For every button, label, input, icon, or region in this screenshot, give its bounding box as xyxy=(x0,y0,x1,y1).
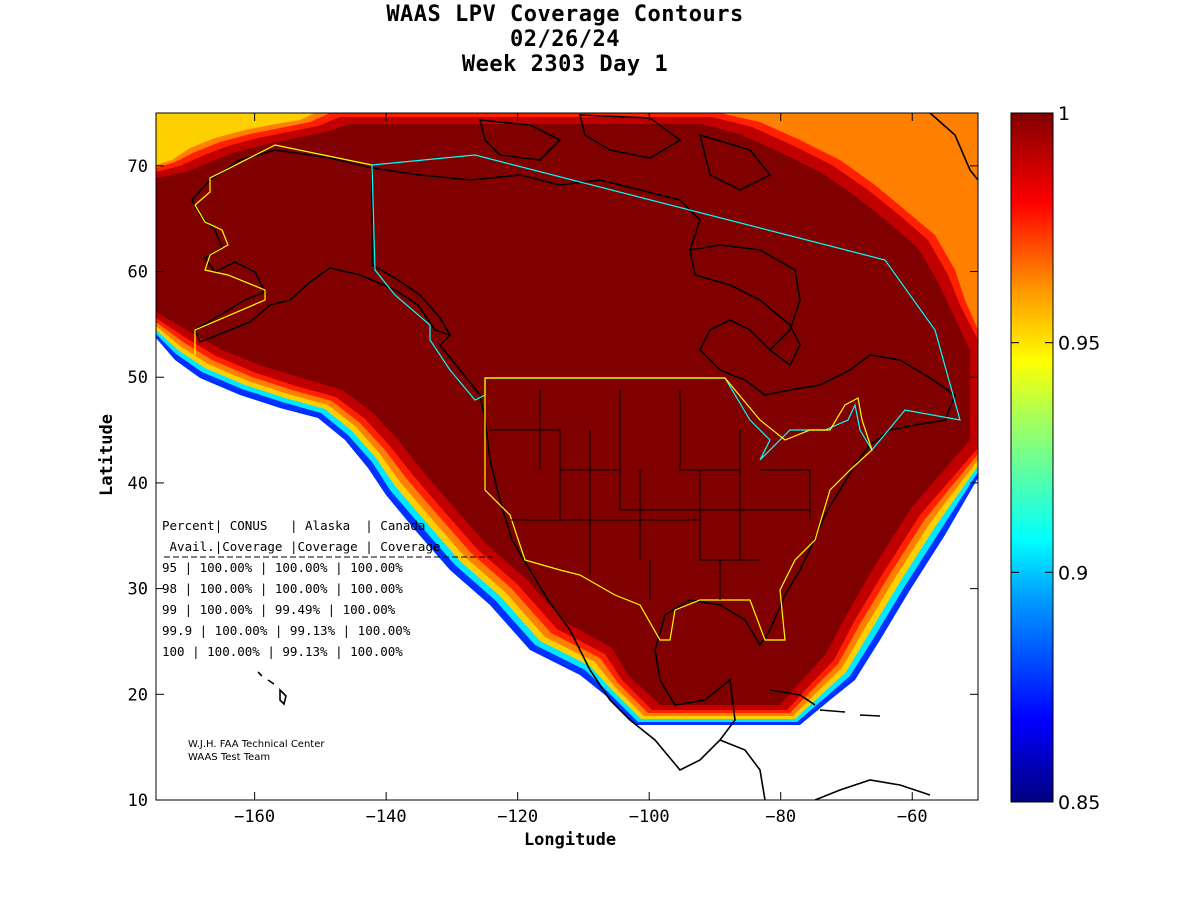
table-header-row-1: Percent| CONUS | Alaska | Canada xyxy=(162,518,425,533)
y-tick-label: 70 xyxy=(128,157,148,177)
y-tick-label: 10 xyxy=(128,791,148,811)
state-borders xyxy=(490,390,811,600)
x-tick-label: −140 xyxy=(366,807,407,827)
x-tick-label: −100 xyxy=(629,807,670,827)
table-row: 99 | 100.00% | 99.49% | 100.00% xyxy=(162,602,396,617)
table-header-row-2: Avail.|Coverage |Coverage | Coverage xyxy=(162,539,441,554)
x-axis-tick-labels: −160 −140 −120 −100 −80 −60 xyxy=(234,807,927,827)
contour-full-coverage xyxy=(156,124,970,705)
coverage-table: Percent| CONUS | Alaska | Canada Avail.|… xyxy=(162,518,492,659)
table-body: 95 | 100.00% | 100.00% | 100.00% 98 | 10… xyxy=(162,560,411,659)
y-axis-ticks xyxy=(156,165,978,801)
colorbar-tick-label: 0.85 xyxy=(1058,792,1100,814)
colorbar xyxy=(1010,112,1054,803)
y-tick-label: 60 xyxy=(128,263,148,283)
colorbar-tick-labels: 1 0.95 0.9 0.85 xyxy=(1011,103,1100,814)
table-row: 95 | 100.00% | 100.00% | 100.00% xyxy=(162,560,403,575)
y-tick-label: 40 xyxy=(128,474,148,494)
coverage-contours xyxy=(156,113,978,725)
y-tick-label: 50 xyxy=(128,368,148,388)
x-axis-label: Longitude xyxy=(524,830,616,850)
colorbar-tick-label: 1 xyxy=(1058,103,1070,125)
table-row: 98 | 100.00% | 100.00% | 100.00% xyxy=(162,581,403,596)
chart-title: WAAS LPV Coverage Contours xyxy=(386,2,744,27)
service-boundaries xyxy=(194,144,961,641)
x-tick-label: −60 xyxy=(897,807,928,827)
y-axis-label: Latitude xyxy=(97,414,117,496)
credit-line-1: W.J.H. FAA Technical Center xyxy=(188,739,325,750)
x-axis-ticks xyxy=(254,113,913,800)
plot-frame xyxy=(155,112,979,801)
y-tick-label: 20 xyxy=(128,685,148,705)
x-tick-label: −160 xyxy=(234,807,275,827)
x-tick-label: −120 xyxy=(497,807,538,827)
table-row: 99.9 | 100.00% | 99.13% | 100.00% xyxy=(162,623,411,638)
x-tick-label: −80 xyxy=(765,807,796,827)
chart-week-day: Week 2303 Day 1 xyxy=(461,52,669,77)
chart-date: 02/26/24 xyxy=(510,27,620,52)
table-row: 100 | 100.00% | 99.13% | 100.00% xyxy=(162,644,403,659)
credit-line-2: WAAS Test Team xyxy=(188,752,270,763)
y-tick-label: 30 xyxy=(128,580,148,600)
y-axis-tick-labels: 10 20 30 40 50 60 70 xyxy=(128,157,148,811)
colorbar-tick-label: 0.95 xyxy=(1058,333,1100,355)
colorbar-tick-label: 0.9 xyxy=(1058,562,1088,584)
